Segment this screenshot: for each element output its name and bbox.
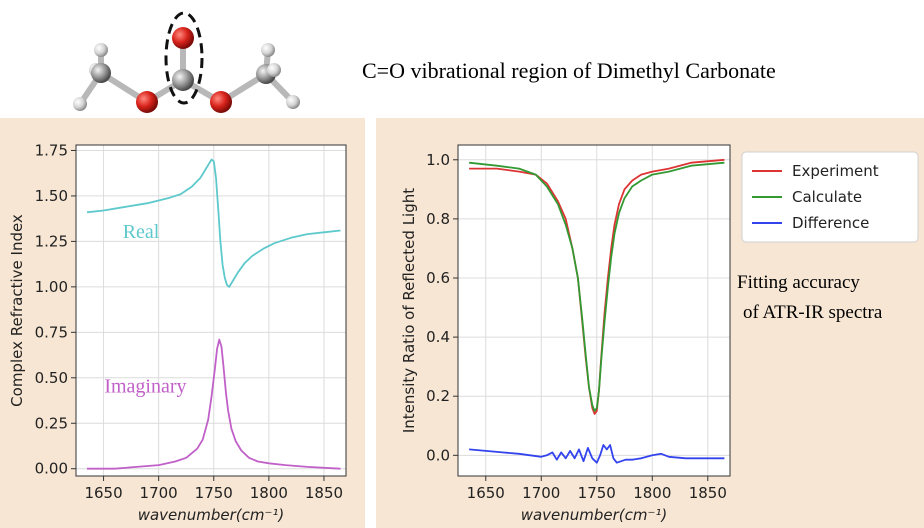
legend-label-calculate: Calculate	[792, 188, 862, 206]
y-tick-label: 1.00	[35, 278, 68, 296]
x-tick-label: 1700	[522, 484, 560, 502]
y-tick-label: 0.6	[426, 269, 450, 287]
page-title: C=O vibrational region of Dimethyl Carbo…	[362, 58, 776, 83]
carbonyl-highlight-ellipse	[164, 11, 204, 105]
series-label-imaginary: Imaginary	[104, 375, 186, 397]
x-tick-label: 1750	[578, 484, 616, 502]
x-tick-label: 1650	[84, 484, 122, 502]
oxygen-atom	[210, 91, 232, 113]
x-tick-label: 1650	[467, 484, 505, 502]
plot-frame	[457, 144, 731, 477]
series-line-difference	[469, 444, 725, 464]
legend: Experiment Calculate Difference	[741, 151, 919, 243]
y-tick-label: 0.50	[35, 369, 68, 387]
fitting-caption-line1: Fitting accuracy	[737, 272, 860, 293]
legend-box	[741, 151, 919, 243]
plot-area	[458, 145, 730, 476]
x-tick-label: 1850	[689, 484, 727, 502]
series-line-experiment	[469, 158, 725, 415]
y-tick-label: 0.75	[35, 323, 68, 341]
y-axis-label: Complex Refractive Index	[8, 214, 26, 407]
plot-frame	[75, 144, 347, 477]
x-axis-label: wavenumber(cm⁻¹)	[521, 506, 668, 524]
carbon-atom	[91, 63, 111, 83]
hydrogen-atom	[73, 97, 87, 111]
x-tick-label: 1850	[305, 484, 343, 502]
legend-label-experiment: Experiment	[792, 162, 879, 180]
legend-label-difference: Difference	[792, 214, 869, 232]
series-line-calculate	[469, 161, 725, 412]
hydrogen-atom	[267, 63, 281, 77]
y-tick-label: 0.25	[35, 414, 68, 432]
y-tick-label: 1.50	[35, 187, 68, 205]
chart-1: 1650 1700 1750 1800 1850 0.00 0.25 0.50 0.75 1.00…	[8, 141, 347, 524]
series-line-imaginary	[87, 338, 341, 470]
x-tick-label: 1750	[195, 484, 233, 502]
y-tick-label: 1.25	[35, 232, 68, 250]
x-tick-label: 1800	[250, 484, 288, 502]
y-tick-label: 0.4	[426, 328, 450, 346]
x-axis-label: wavenumber(cm⁻¹)	[138, 506, 285, 524]
oxygen-atom	[172, 27, 194, 49]
y-tick-label: 0.8	[426, 210, 450, 228]
y-tick-label: 1.0	[426, 151, 450, 169]
y-axis-label: Intensity Ratio of Reflected Light	[400, 188, 418, 433]
carbon-atom	[172, 69, 194, 91]
x-tick-label: 1700	[140, 484, 178, 502]
plot-area	[76, 145, 346, 476]
y-tick-label: 0.2	[426, 387, 450, 405]
y-tick-label: 1.75	[35, 141, 68, 159]
x-tick-label: 1800	[633, 484, 671, 502]
y-tick-label: 0.00	[35, 460, 68, 478]
fitting-caption-line2: of ATR-IR spectra	[743, 302, 883, 323]
hydrogen-atom	[286, 95, 300, 109]
oxygen-atom	[136, 91, 158, 113]
chart-2: 1650 1700 1750 1800 1850 0.0 0.2 0.4 0.6 0.8 1.0 wa…	[400, 144, 731, 524]
series-line-real	[86, 158, 341, 288]
series-label-real: Real	[123, 221, 160, 243]
y-tick-label: 0.0	[426, 446, 450, 464]
hydrogen-atom	[261, 43, 275, 57]
hydrogen-atom	[94, 43, 108, 57]
